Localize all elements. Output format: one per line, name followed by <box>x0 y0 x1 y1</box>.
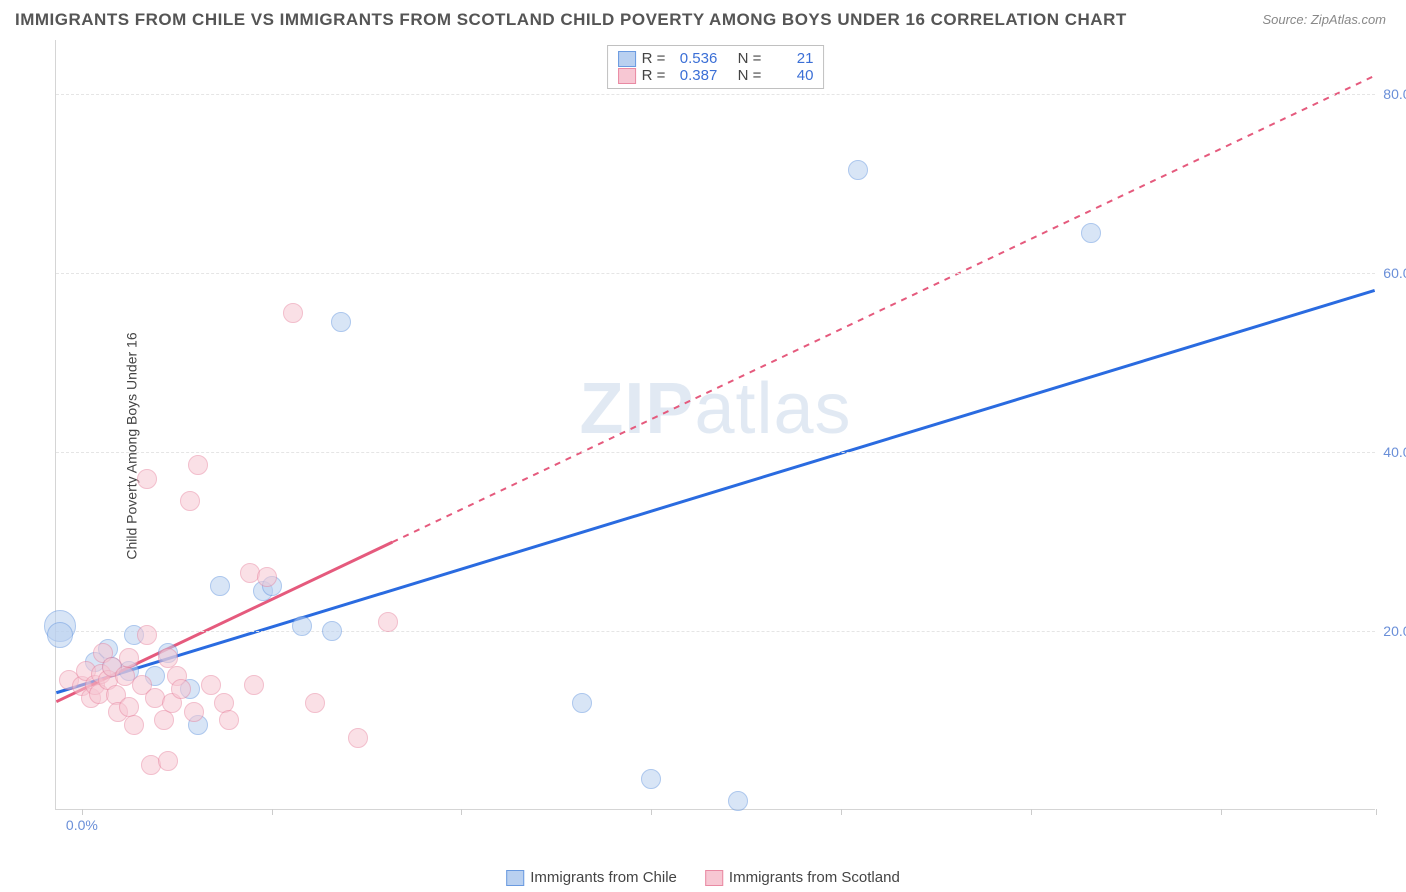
data-point <box>137 625 157 645</box>
correlation-stats-box: R = 0.536 N = 21 R = 0.387 N = 40 <box>607 45 825 89</box>
data-point <box>331 312 351 332</box>
r-value-scotland: 0.387 <box>671 67 717 84</box>
data-point <box>322 621 342 641</box>
data-point <box>848 160 868 180</box>
legend-bottom: Immigrants from Chile Immigrants from Sc… <box>506 869 900 886</box>
data-point <box>572 693 592 713</box>
data-point <box>180 491 200 511</box>
swatch-scotland <box>705 870 723 886</box>
x-tick <box>1376 809 1377 815</box>
swatch-scotland <box>618 68 636 84</box>
data-point <box>201 675 221 695</box>
data-point <box>184 702 204 722</box>
gridline <box>56 452 1375 453</box>
data-point <box>305 693 325 713</box>
legend-label-chile: Immigrants from Chile <box>530 869 677 886</box>
stats-row-chile: R = 0.536 N = 21 <box>618 50 814 67</box>
plot-area: ZIPatlas R = 0.536 N = 21 R = 0.387 N = … <box>55 40 1375 810</box>
data-point <box>119 648 139 668</box>
n-value-chile: 21 <box>767 50 813 67</box>
data-point <box>378 612 398 632</box>
data-point <box>124 715 144 735</box>
data-point <box>244 675 264 695</box>
stats-row-scotland: R = 0.387 N = 40 <box>618 67 814 84</box>
data-point <box>219 710 239 730</box>
x-tick <box>651 809 652 815</box>
swatch-chile <box>506 870 524 886</box>
legend-item-chile: Immigrants from Chile <box>506 869 677 886</box>
data-point <box>728 791 748 811</box>
n-value-scotland: 40 <box>767 67 813 84</box>
watermark: ZIPatlas <box>579 368 851 450</box>
gridline <box>56 631 1375 632</box>
data-point <box>154 710 174 730</box>
data-point <box>137 469 157 489</box>
y-tick-label: 60.0% <box>1383 265 1406 281</box>
x-tick-label: 0.0% <box>66 817 98 833</box>
r-label: R = <box>642 67 666 84</box>
data-point <box>214 693 234 713</box>
r-value-chile: 0.536 <box>671 50 717 67</box>
data-point <box>188 455 208 475</box>
gridline <box>56 273 1375 274</box>
chart-title: IMMIGRANTS FROM CHILE VS IMMIGRANTS FROM… <box>15 10 1127 30</box>
data-point <box>158 751 178 771</box>
data-point <box>1081 223 1101 243</box>
data-point <box>641 769 661 789</box>
legend-item-scotland: Immigrants from Scotland <box>705 869 900 886</box>
y-tick-label: 20.0% <box>1383 623 1406 639</box>
x-tick <box>272 809 273 815</box>
data-point <box>119 697 139 717</box>
y-tick-label: 40.0% <box>1383 444 1406 460</box>
x-tick <box>1031 809 1032 815</box>
watermark-rest: atlas <box>694 369 851 449</box>
source-label: Source: ZipAtlas.com <box>1262 12 1386 27</box>
n-label: N = <box>738 67 762 84</box>
gridline <box>56 94 1375 95</box>
data-point <box>283 303 303 323</box>
y-tick-label: 80.0% <box>1383 86 1406 102</box>
data-point <box>348 728 368 748</box>
x-tick <box>82 809 83 815</box>
x-tick <box>461 809 462 815</box>
swatch-chile <box>618 51 636 67</box>
x-tick <box>1221 809 1222 815</box>
data-point <box>257 567 277 587</box>
legend-label-scotland: Immigrants from Scotland <box>729 869 900 886</box>
data-point <box>210 576 230 596</box>
x-tick <box>841 809 842 815</box>
watermark-bold: ZIP <box>579 369 694 449</box>
n-label: N = <box>738 50 762 67</box>
data-point <box>47 622 73 648</box>
r-label: R = <box>642 50 666 67</box>
chart-container: IMMIGRANTS FROM CHILE VS IMMIGRANTS FROM… <box>0 0 1406 892</box>
data-point <box>292 616 312 636</box>
data-point <box>171 679 191 699</box>
